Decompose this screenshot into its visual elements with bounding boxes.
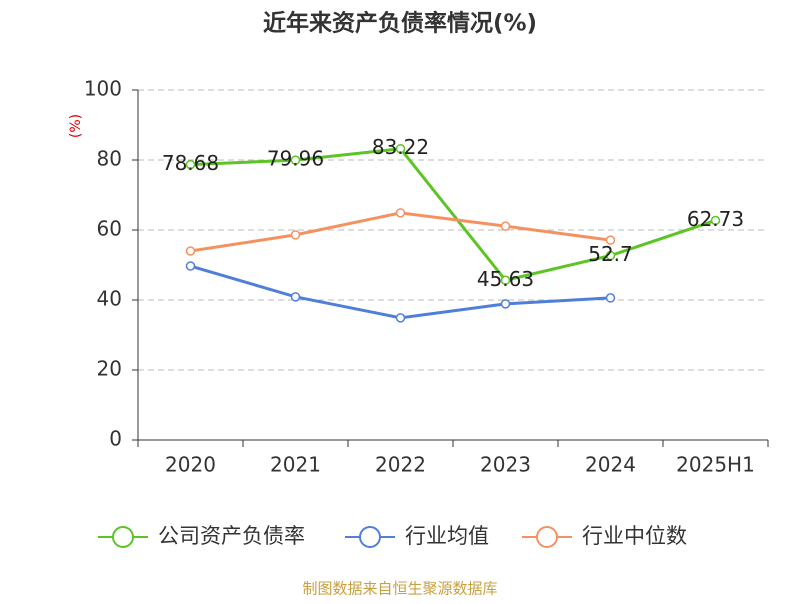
value-label: 78.68 bbox=[162, 151, 219, 175]
y-tick-label: 80 bbox=[97, 147, 122, 171]
y-tick-label: 100 bbox=[84, 77, 122, 101]
legend-marker bbox=[536, 526, 558, 548]
point bbox=[500, 221, 511, 231]
x-tick-label: 2022 bbox=[375, 453, 426, 477]
y-axis-label: (%) bbox=[68, 114, 84, 138]
point bbox=[395, 313, 406, 323]
value-label: 52.7 bbox=[588, 242, 633, 266]
value-label: 79.96 bbox=[267, 147, 324, 171]
point bbox=[605, 235, 616, 245]
point bbox=[500, 299, 511, 309]
value-label: 62.73 bbox=[687, 207, 744, 231]
x-tick-label: 2021 bbox=[270, 453, 321, 477]
point bbox=[290, 292, 301, 302]
point bbox=[710, 215, 721, 226]
source-note: 制图数据来自恒生聚源数据库 bbox=[302, 580, 497, 598]
point bbox=[185, 246, 196, 256]
legend-label: 公司资产负债率 bbox=[158, 524, 305, 548]
y-tick-label: 40 bbox=[97, 287, 122, 311]
legend-label: 行业中位数 bbox=[582, 524, 687, 548]
x-tick-label: 2023 bbox=[480, 453, 531, 477]
x-tick-label: 2025H1 bbox=[676, 453, 755, 477]
legend-marker bbox=[359, 526, 381, 548]
point bbox=[500, 275, 511, 286]
series-line bbox=[190, 211, 611, 253]
point bbox=[605, 293, 616, 303]
value-label: 83.22 bbox=[372, 135, 429, 159]
y-tick-label: 20 bbox=[97, 357, 122, 381]
x-tick-label: 2020 bbox=[165, 453, 216, 477]
value-label: 45.63 bbox=[477, 267, 534, 291]
x-tick-label: 2024 bbox=[585, 453, 636, 477]
y-tick-label: 0 bbox=[109, 427, 122, 451]
point bbox=[185, 261, 196, 271]
point bbox=[395, 143, 406, 154]
point bbox=[290, 230, 301, 240]
point bbox=[185, 159, 196, 170]
series-line bbox=[190, 264, 611, 320]
point bbox=[395, 208, 406, 218]
chart-title: 近年来资产负债率情况(%) bbox=[263, 10, 537, 37]
point bbox=[605, 250, 616, 261]
legend-marker bbox=[112, 526, 134, 548]
series-line bbox=[190, 147, 716, 282]
y-tick-label: 60 bbox=[97, 217, 122, 241]
point bbox=[290, 155, 301, 165]
legend-label: 行业均值 bbox=[405, 524, 489, 548]
